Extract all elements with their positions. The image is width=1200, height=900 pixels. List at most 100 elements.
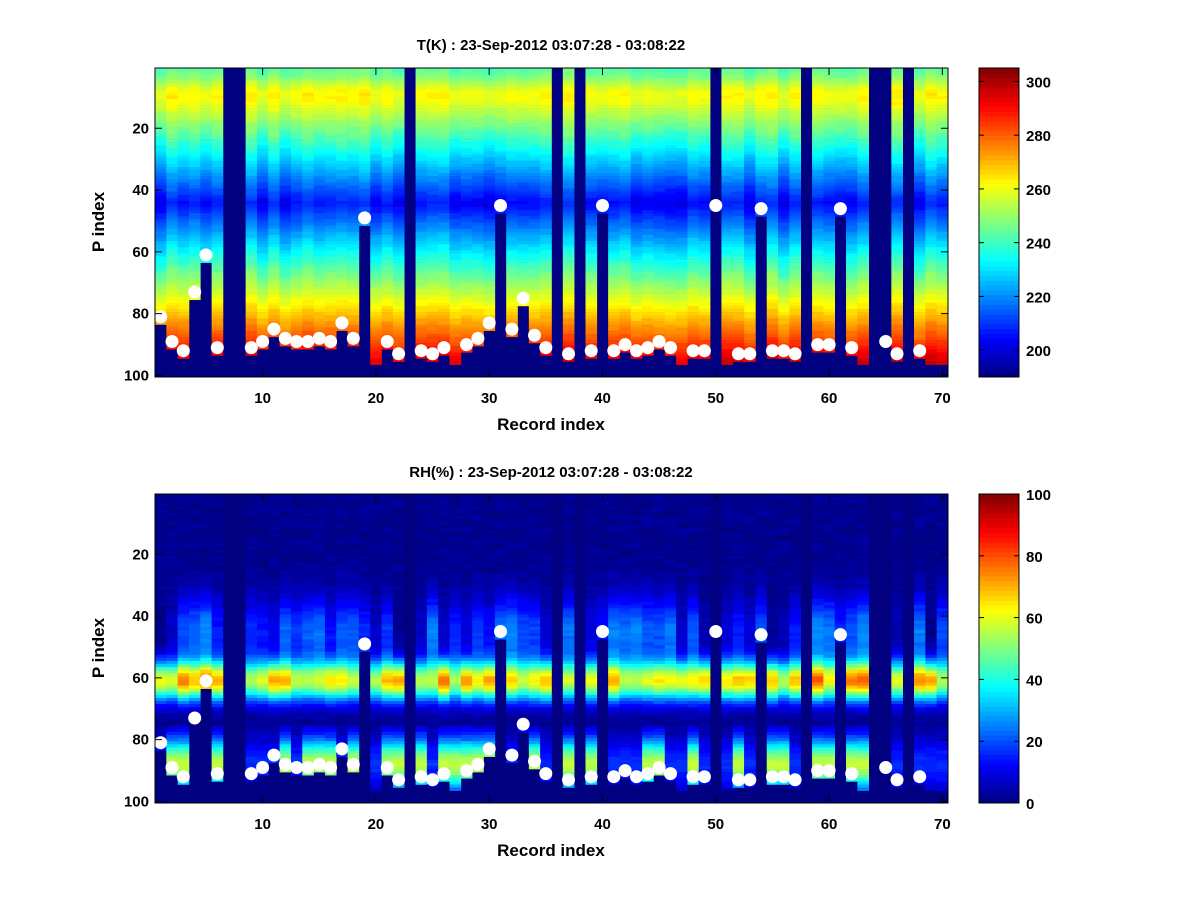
- heatmap-cell: [823, 160, 836, 165]
- x-tick-label: 20: [368, 390, 385, 407]
- heatmap-cell: [177, 626, 190, 631]
- heatmap-cell: [936, 92, 949, 97]
- heatmap-column: [211, 494, 224, 782]
- heatmap-cell: [823, 89, 836, 94]
- heatmap-cell: [540, 123, 552, 134]
- heatmap-cell: [925, 86, 937, 90]
- heatmap-cell: [483, 148, 496, 152]
- heatmap-cell: [664, 188, 677, 195]
- heatmap-cell: [324, 237, 337, 242]
- heatmap-cell: [766, 98, 779, 109]
- heatmap-cell: [188, 509, 201, 516]
- heatmap-cell: [778, 253, 790, 257]
- heatmap-cell: [177, 185, 190, 189]
- heatmap-cell: [755, 108, 768, 112]
- heatmap-cell: [211, 753, 224, 757]
- heatmap-cell: [302, 145, 314, 149]
- heatmap-cell: [177, 552, 190, 560]
- heatmap-cell: [155, 299, 167, 304]
- heatmap-column: [494, 68, 507, 214]
- heatmap-cell: [619, 92, 632, 97]
- heatmap-cell: [698, 318, 711, 325]
- heatmap-cell: [256, 148, 269, 155]
- heatmap-cell: [721, 225, 734, 229]
- heatmap-cell: [687, 281, 700, 288]
- heatmap-cell: [891, 163, 903, 168]
- y-tick-label: 40: [132, 182, 149, 199]
- heatmap-cell: [290, 312, 303, 316]
- heatmap-cell: [664, 176, 677, 180]
- heatmap-cell: [449, 173, 462, 177]
- heatmap-cell: [336, 305, 348, 310]
- heatmap-cell: [744, 321, 756, 325]
- heatmap-cell: [188, 210, 201, 214]
- heatmap-cell: [676, 256, 688, 260]
- heatmap-column: [812, 68, 824, 353]
- heatmap-cell: [823, 271, 836, 276]
- heatmap-cell: [732, 105, 745, 112]
- heatmap-cell: [347, 166, 360, 171]
- heatmap-cell: [347, 296, 360, 301]
- heatmap-cell: [562, 281, 575, 285]
- heatmap-cell: [426, 86, 439, 90]
- heatmap-cell: [211, 602, 224, 609]
- heatmap-cell: [687, 305, 700, 313]
- heatmap-cell: [336, 83, 348, 87]
- heatmap-cell: [687, 182, 700, 186]
- heatmap-cell: [642, 135, 654, 140]
- heatmap-cell: [936, 163, 949, 168]
- heatmap-cell: [494, 163, 507, 168]
- heatmap-cell: [392, 83, 405, 87]
- heatmap-cell: [200, 86, 212, 90]
- heatmap-cell: [483, 305, 496, 310]
- heatmap-cell: [279, 312, 292, 316]
- heatmap-cell: [483, 179, 496, 186]
- heatmap-cell: [449, 139, 462, 146]
- heatmap-cell: [302, 244, 314, 248]
- heatmap-cell: [891, 114, 903, 121]
- heatmap-cell: [630, 83, 643, 87]
- heatmap-cell: [857, 231, 869, 236]
- heatmap-cell: [596, 74, 609, 78]
- heatmap-cell: [381, 157, 394, 165]
- heatmap-cell: [245, 728, 258, 733]
- heatmap-cell: [846, 108, 858, 112]
- heatmap-cell: [155, 626, 167, 634]
- heatmap-cell: [426, 259, 439, 267]
- heatmap-cell: [268, 281, 280, 285]
- heatmap-cell: [155, 497, 167, 501]
- heatmap-cell: [302, 176, 314, 180]
- heatmap-cell: [585, 142, 598, 146]
- heatmap-cell: [630, 123, 643, 131]
- heatmap-cell: [370, 268, 382, 273]
- heatmap-cell: [313, 157, 326, 161]
- heatmap-cell: [721, 98, 734, 103]
- heatmap-cell: [834, 71, 847, 78]
- heatmap-cell: [857, 333, 869, 338]
- heatmap-cell: [166, 531, 178, 538]
- heatmap-cell: [256, 592, 269, 603]
- heatmap-cell: [155, 123, 167, 128]
- heatmap-cell: [483, 287, 496, 294]
- heatmap-cell: [449, 305, 462, 310]
- heatmap-cell: [279, 89, 292, 94]
- heatmap-cell: [177, 595, 190, 600]
- colorbar-swatch: [979, 183, 1019, 190]
- heatmap-cell: [630, 296, 643, 304]
- heatmap-cell: [188, 234, 201, 239]
- heatmap-column: [449, 68, 462, 365]
- heatmap-cell: [245, 701, 258, 705]
- heatmap-cell: [778, 101, 790, 106]
- heatmap-cell: [381, 191, 394, 195]
- heatmap-cell: [472, 117, 484, 124]
- heatmap-cell: [256, 756, 269, 761]
- heatmap-cell: [778, 80, 790, 84]
- heatmap-cell: [698, 108, 711, 115]
- heatmap-cell: [914, 234, 926, 239]
- heatmap-cell: [664, 74, 677, 78]
- heatmap-cell: [914, 145, 926, 149]
- heatmap-cell: [313, 191, 326, 195]
- heatmap-cell: [211, 620, 224, 628]
- heatmap-cell: [347, 154, 360, 161]
- heatmap-column: [245, 68, 258, 356]
